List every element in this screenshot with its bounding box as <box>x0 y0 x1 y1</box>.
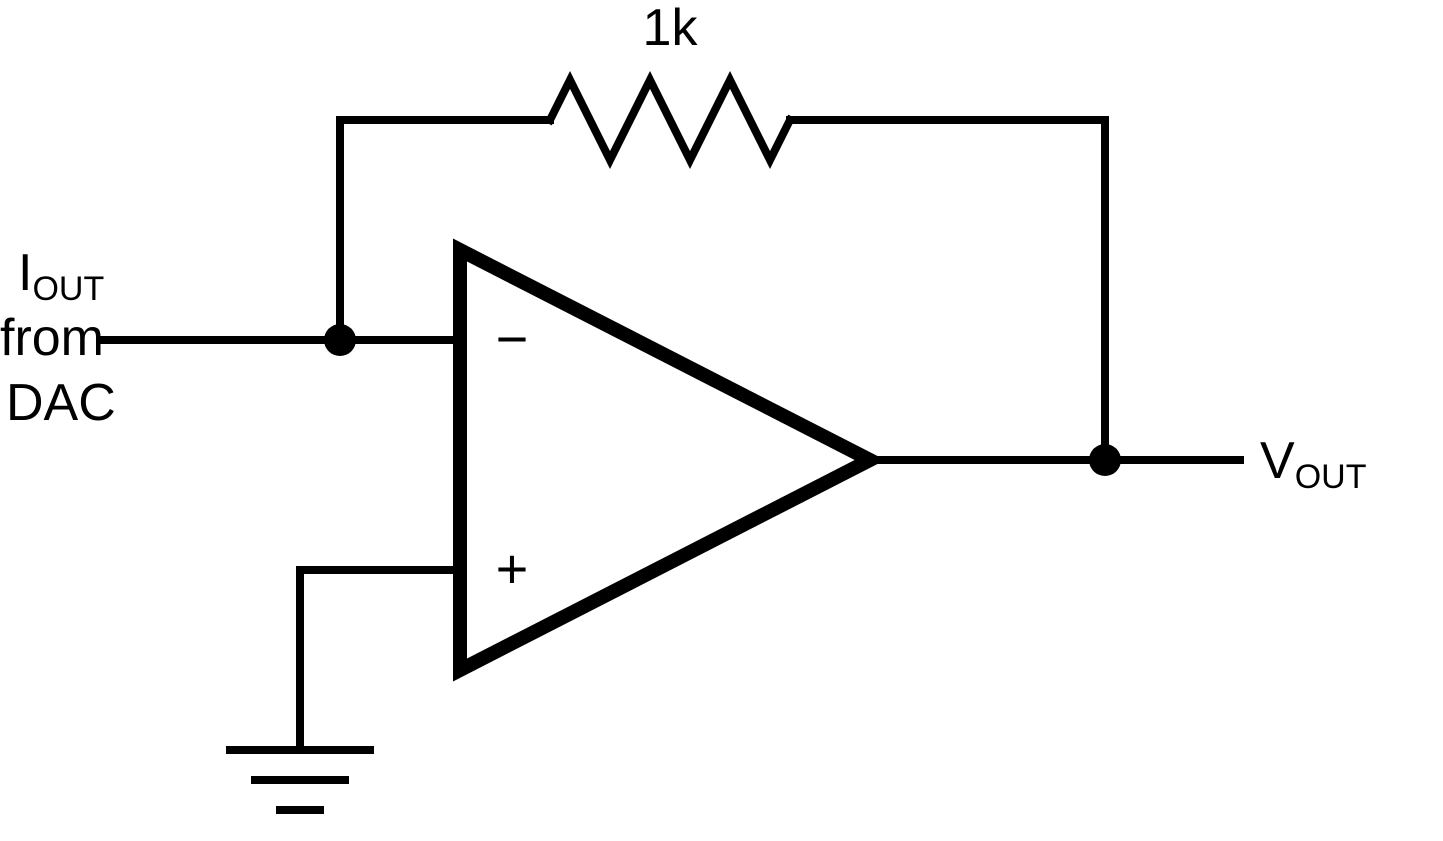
input-label-line1: IOUT <box>18 244 104 308</box>
opamp-minus-label: − <box>496 307 529 370</box>
wire-noninv-to-ground <box>300 570 460 750</box>
circuit-diagram: − +1k IOUTfrom DAC VOUT <box>0 0 1443 841</box>
output-label: VOUT <box>1260 432 1366 496</box>
node-inverting <box>324 324 356 356</box>
node-output <box>1089 444 1121 476</box>
input-label-line3: DAC <box>6 374 116 432</box>
resistor-value-label: 1k <box>643 0 699 57</box>
input-label-line2: from <box>0 309 104 367</box>
opamp-plus-label: + <box>496 537 529 600</box>
wire-feedback-right <box>790 120 1105 460</box>
resistor-feedback <box>550 80 790 160</box>
